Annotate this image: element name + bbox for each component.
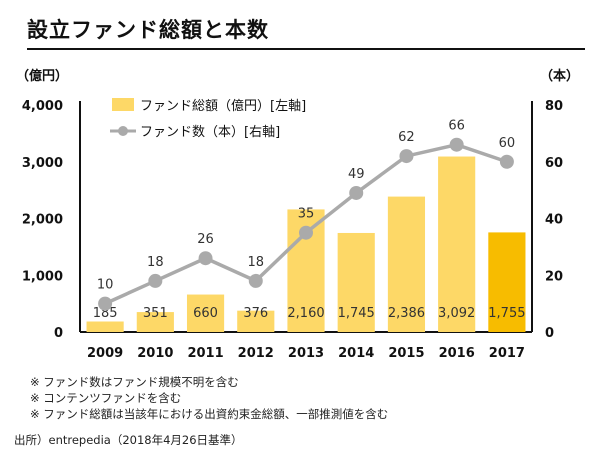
legend-bar-swatch [112, 98, 134, 111]
line-value-label: 18 [248, 255, 265, 270]
legend-bar-label: ファンド総額（億円）[左軸] [140, 98, 306, 114]
y-right-tick-label: 40 [545, 213, 563, 228]
x-tick-label: 2013 [288, 346, 324, 361]
y-left-tick-label: 4,000 [22, 99, 63, 114]
bar-series: 185 351 660 376 2,160 1,745 2,386 3,092 1,755 [86, 156, 526, 332]
bar-value-label: 376 [243, 306, 268, 321]
line-point-2009 [98, 296, 113, 311]
y-right-tick-label: 60 [545, 156, 563, 171]
x-tick-label: 2011 [187, 346, 223, 361]
x-tick-label: 2012 [238, 346, 274, 361]
line-point-2012 [248, 273, 263, 288]
bar-value-label: 2,386 [388, 306, 425, 321]
x-tick-label: 2009 [87, 346, 123, 361]
bar-value-label: 185 [93, 306, 118, 321]
bar-2014 [337, 232, 375, 332]
combo-chart: 0 1,000 2,000 3,000 4,000 0 20 40 60 80 （億円） （本） 200… [16, 68, 579, 361]
y-left-tick-label: 2,000 [22, 213, 63, 228]
y-left-unit: （億円） [16, 68, 68, 84]
bar-2015 [387, 196, 426, 332]
bar-2010 [136, 312, 174, 332]
y-right-tick-label: 80 [545, 99, 563, 114]
line-value-label: 26 [197, 232, 214, 247]
line-value-label: 62 [398, 130, 415, 145]
bar-2011 [186, 294, 225, 332]
bar-value-label: 351 [143, 306, 168, 321]
y-left-tick-label: 3,000 [22, 156, 63, 171]
y-left-tick-label: 0 [54, 326, 63, 341]
legend-line-marker [118, 126, 128, 136]
x-tick-label: 2014 [338, 346, 374, 361]
page-title: 設立ファンド総額と本数 [27, 18, 269, 42]
x-tick-label: 2016 [439, 346, 475, 361]
line-point-2014 [349, 185, 364, 200]
y-right-tick-label: 20 [545, 269, 563, 284]
line-value-label: 35 [298, 207, 315, 222]
line-series: 10 18 26 18 35 49 62 66 60 [97, 119, 515, 311]
legend: ファンド総額（億円）[左軸] ファンド数（本）[右軸] [110, 98, 306, 140]
line-point-2017 [499, 154, 514, 169]
y-right-unit: （本） [540, 68, 579, 84]
y-left-tick-label: 1,000 [22, 269, 63, 284]
bar-2016 [438, 156, 476, 332]
bar-value-label: 1,755 [488, 306, 525, 321]
footnote: ※ ファンド総額は当該年における出資約束金総額、一部推測値を含む [30, 407, 389, 421]
bar-2017 [488, 232, 526, 332]
source-note: 出所）entrepedia（2018年4月26日基準） [14, 433, 243, 447]
bar-value-label: 660 [193, 306, 218, 321]
bar-2012 [237, 310, 275, 332]
line-value-label: 49 [348, 167, 365, 182]
line-point-2011 [198, 251, 213, 266]
line-point-2013 [299, 225, 313, 240]
footnotes: ※ ファンド数はファンド規模不明を含む ※ コンテンツファンドを含む ※ ファン… [30, 374, 388, 422]
y-right-tick-label: 0 [545, 326, 554, 341]
line-value-label: 10 [97, 278, 114, 293]
chart-axes: 0 1,000 2,000 3,000 4,000 0 20 40 60 80 （億円） （本） 200… [16, 68, 579, 361]
line-value-label: 66 [448, 119, 465, 134]
line-value-label: 18 [147, 255, 164, 270]
footnote: ※ ファンド数はファンド規模不明を含む [30, 375, 239, 389]
bar-value-label: 1,745 [338, 306, 375, 321]
line-value-label: 60 [499, 136, 516, 151]
x-tick-label: 2015 [388, 346, 424, 361]
footnote: ※ コンテンツファンドを含む [30, 391, 182, 405]
legend-line-label: ファンド数（本）[右軸] [140, 125, 280, 140]
line-point-2010 [148, 273, 163, 288]
x-tick-label: 2017 [489, 346, 525, 361]
x-tick-label: 2010 [137, 346, 173, 361]
bar-2009 [86, 321, 124, 332]
bar-value-label: 2,160 [287, 306, 324, 321]
bar-value-label: 3,092 [438, 306, 475, 321]
line-point-2016 [449, 137, 464, 152]
line-point-2015 [399, 149, 414, 164]
title-rule [27, 48, 585, 50]
